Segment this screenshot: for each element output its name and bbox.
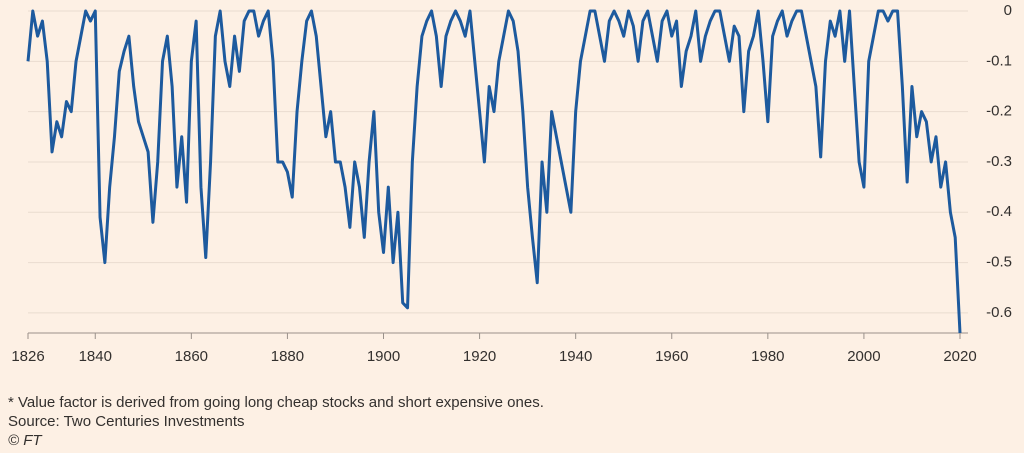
x-tick-label: 1960: [655, 348, 688, 365]
x-tick-label: 1860: [175, 348, 208, 365]
credit: © FT: [8, 432, 43, 449]
x-tick-label: 1980: [751, 348, 784, 365]
y-tick-label: -0.3: [986, 153, 1012, 170]
x-tick-label: 2000: [847, 348, 880, 365]
x-tick-label: 2020: [943, 348, 976, 365]
data-line: [26, 9, 962, 334]
y-tick-label: -0.5: [986, 254, 1012, 271]
source: Source: Two Centuries Investments: [8, 413, 245, 430]
y-tick-label: 0: [1004, 2, 1012, 19]
x-tick-label: 1940: [559, 348, 592, 365]
x-tick-label: 1880: [271, 348, 304, 365]
footnote: * Value factor is derived from going lon…: [8, 394, 544, 411]
y-tick-label: -0.6: [986, 304, 1012, 321]
x-tick-label: 1900: [367, 348, 400, 365]
x-tick-label: 1920: [463, 348, 496, 365]
y-tick-label: -0.2: [986, 103, 1012, 120]
y-tick-label: -0.4: [986, 203, 1012, 220]
y-tick-label: -0.1: [986, 52, 1012, 69]
x-tick-label: 1826: [11, 348, 44, 365]
x-tick-label: 1840: [79, 348, 112, 365]
